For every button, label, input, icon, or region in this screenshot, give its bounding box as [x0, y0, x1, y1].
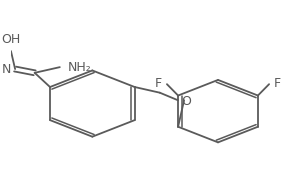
Text: N: N	[1, 63, 11, 75]
Text: O: O	[181, 95, 191, 108]
Text: F: F	[274, 77, 281, 90]
Text: NH₂: NH₂	[68, 61, 92, 74]
Text: F: F	[155, 77, 162, 90]
Text: OH: OH	[1, 33, 20, 46]
